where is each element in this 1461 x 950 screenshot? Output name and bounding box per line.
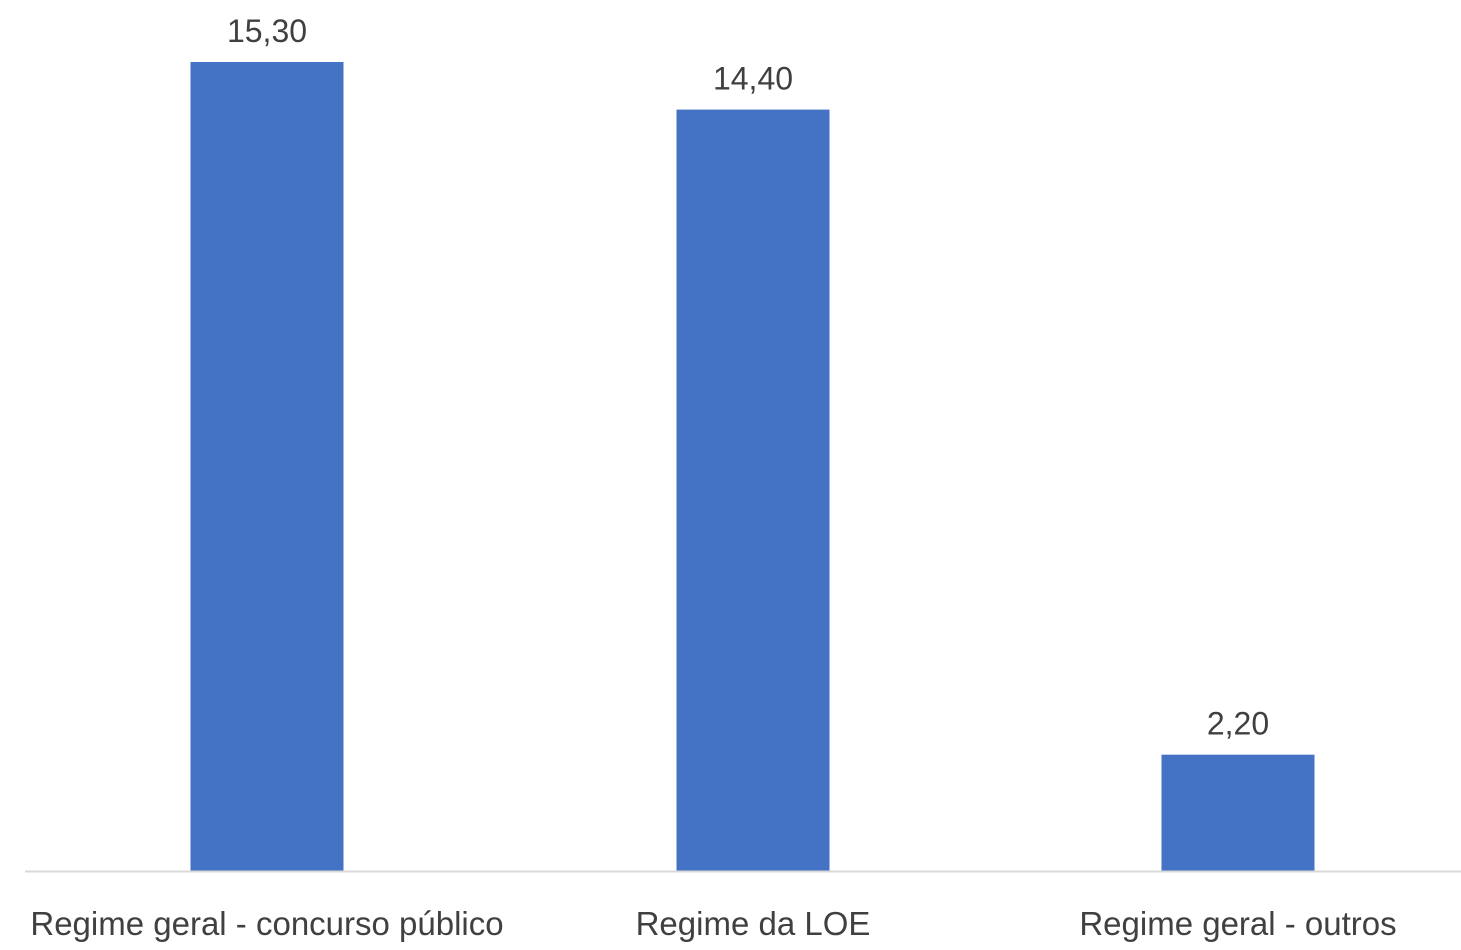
data-label: 15,30 (227, 13, 307, 49)
bars-layer (190, 62, 1315, 872)
x-tick-labels-layer: Regime geral - concurso público Regime da… (30, 905, 1396, 942)
data-labels-layer: 15,30 14,40 2,20 (227, 13, 1269, 742)
x-tick-label: Regime geral - concurso público (30, 905, 503, 942)
data-label: 14,40 (713, 61, 793, 97)
x-tick-label: Regime da LOE (636, 905, 871, 942)
bar (1161, 754, 1315, 871)
bar (190, 62, 344, 871)
data-label: 2,20 (1207, 706, 1269, 742)
x-tick-label: Regime geral - outros (1079, 905, 1396, 942)
bar (676, 109, 830, 872)
